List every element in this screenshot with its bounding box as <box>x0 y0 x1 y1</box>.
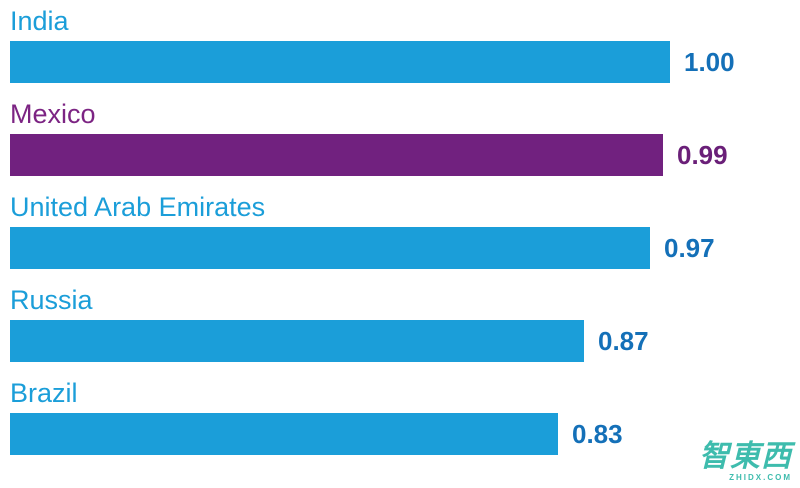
bar-label: Brazil <box>10 378 78 408</box>
bar-row: Mexico 0.99 <box>10 97 800 176</box>
bar-line: 0.87 <box>10 320 800 362</box>
bar-row: United Arab Emirates 0.97 <box>10 190 800 269</box>
bar <box>10 413 558 455</box>
bar <box>10 134 663 176</box>
watermark-logo-text: 智東西 <box>699 440 792 473</box>
bar-chart: India 1.00 Mexico 0.99 United Arab Emirates 0… <box>10 4 800 469</box>
bar <box>10 41 670 83</box>
bar-value: 0.97 <box>664 232 715 263</box>
bar-value: 1.00 <box>684 46 735 77</box>
bar-line: 0.97 <box>10 227 800 269</box>
watermark-sub-text: ZHIDX.COM <box>729 473 792 482</box>
bar-label: India <box>10 6 69 36</box>
bar-value: 0.99 <box>677 139 728 170</box>
bar-label: United Arab Emirates <box>10 192 266 222</box>
bar-value: 0.87 <box>598 325 649 356</box>
bar-line: 1.00 <box>10 41 800 83</box>
bar-row: India 1.00 <box>10 4 800 83</box>
bar-label: Mexico <box>10 99 96 129</box>
bar-value: 0.83 <box>572 418 623 449</box>
bar-line: 0.83 <box>10 413 800 455</box>
bar-label: Russia <box>10 285 93 315</box>
bar <box>10 320 584 362</box>
bar-row: Brazil 0.83 <box>10 376 800 455</box>
watermark: 智東西 ZHIDX.COM <box>699 442 792 482</box>
bar-line: 0.99 <box>10 134 800 176</box>
bar <box>10 227 650 269</box>
bar-row: Russia 0.87 <box>10 283 800 362</box>
